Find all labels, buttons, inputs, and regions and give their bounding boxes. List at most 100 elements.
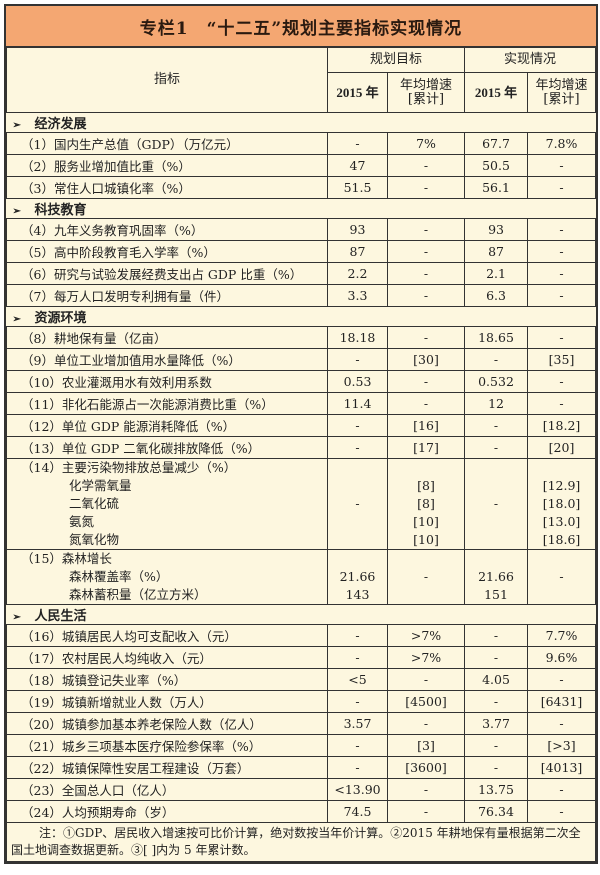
indicator-label: （24）人均预期寿命（岁）	[6, 800, 328, 823]
header-actual-year: 2015 年	[464, 72, 529, 113]
section-header: ➢ 人民生活	[6, 604, 596, 625]
plan-2015-value: 74.5	[327, 800, 388, 823]
value-line: 151	[484, 587, 508, 602]
section-row: ➢ 人民生活	[6, 604, 596, 625]
actual-growth-value: 9.6%	[527, 646, 596, 669]
actual-growth-value: -	[527, 176, 596, 199]
plan-growth-value: [8] [8] [10] [10]	[386, 458, 466, 550]
actual-growth-value: -	[527, 392, 596, 415]
plan-growth-value: -	[386, 326, 466, 349]
plan-2015-value: 18.18	[327, 326, 388, 349]
actual-2015-value: 50.5	[464, 154, 529, 177]
value-line	[528, 459, 595, 477]
plan-growth-value: -	[386, 778, 466, 801]
plan-2015-value: 93	[327, 218, 388, 241]
actual-2015-value: -	[464, 646, 529, 669]
plan-growth-value: >7%	[386, 624, 466, 647]
value-line: 143	[345, 587, 370, 602]
value-line: [10]	[413, 514, 439, 529]
plan-growth-value: -	[386, 668, 466, 691]
indicator-label: （13）单位 GDP 二氧化碳排放降低（%）	[6, 436, 328, 459]
actual-growth-value: -	[527, 778, 596, 801]
plan-growth-value: -	[386, 218, 466, 241]
value-line	[465, 550, 527, 568]
indicator-label: （19）城镇新增就业人数（万人）	[6, 690, 328, 713]
actual-growth-value: -	[527, 712, 596, 735]
value-line: [8]	[417, 496, 435, 511]
indicator-label: （14）主要污染物排放总量减少（%） 化学需氧量 二氧化硫 氨氮 氮氧化物	[6, 458, 328, 550]
actual-2015-value: 76.34	[464, 800, 529, 823]
plan-2015-value: 51.5	[327, 176, 388, 199]
actual-growth-value: -	[527, 284, 596, 307]
plan-2015-value: -	[327, 414, 388, 437]
arrow-bullet-icon: ➢	[12, 612, 21, 623]
actual-2015-value: 93	[464, 218, 529, 241]
actual-2015-value: 21.66 151	[464, 549, 529, 605]
plan-growth-value: 7%	[386, 132, 466, 155]
table-row: （9）单位工业增加值用水量降低（%） - [30] - [35]	[6, 348, 596, 371]
actual-2015-value: 13.75	[464, 778, 529, 801]
indicator-label: （2）服务业增加值比重（%）	[6, 154, 328, 177]
actual-2015-value: -	[464, 756, 529, 779]
indicator-label: （3）常住人口城镇化率（%）	[6, 176, 328, 199]
table-row: （4）九年义务教育巩固率（%） 93-93-	[6, 218, 596, 241]
table-row: （1）国内生产总值（GDP）（万亿元） -7% 67.7 7.8%	[6, 132, 596, 155]
indicator-name: （14）主要污染物排放总量减少（%）	[21, 460, 237, 475]
plan-growth-value: -	[386, 262, 466, 285]
plan-growth-value: >7%	[386, 646, 466, 669]
indicator-label: （1）国内生产总值（GDP）（万亿元）	[6, 132, 328, 155]
plan-growth-value: -	[386, 712, 466, 735]
indicator-name: （15）森林增长	[21, 551, 112, 566]
indicator-label: （16）城镇居民人均可支配收入（元）	[6, 624, 328, 647]
actual-2015-value: 12	[464, 392, 529, 415]
indicator-label: （11）非化石能源占一次能源消费比重（%）	[6, 392, 328, 415]
indicator-table: 指标 规划目标 实现情况 2015 年 年均增速 [累计] 2015 年 年均增速…	[6, 47, 596, 862]
actual-growth-value: -	[527, 218, 596, 241]
value-line: [12.9]	[542, 478, 581, 493]
actual-growth-value: [6431]	[527, 690, 596, 713]
actual-growth-value: [20]	[527, 436, 596, 459]
plan-2015-value: -	[327, 624, 388, 647]
actual-2015-value: 87	[464, 240, 529, 263]
actual-2015-value: -	[464, 436, 529, 459]
table-row: （8）耕地保有量（亿亩） 18.18-18.65-	[6, 326, 596, 349]
table-row: （14）主要污染物排放总量减少（%） 化学需氧量 二氧化硫 氨氮 氮氧化物 - [8] [8]…	[6, 458, 596, 550]
table-row: （24）人均预期寿命（岁） 74.5-76.34-	[6, 800, 596, 823]
plan-2015-value: -	[327, 132, 388, 155]
sub-indicator: 森林蓄积量（亿立方米）	[69, 587, 207, 602]
value-line: -	[493, 496, 499, 511]
indicator-label: （8）耕地保有量（亿亩）	[6, 326, 328, 349]
actual-growth-value: [35]	[527, 348, 596, 371]
actual-growth-value: -	[527, 326, 596, 349]
value-line: -	[559, 569, 564, 584]
section-header: ➢ 资源环境	[6, 306, 596, 327]
indicator-label: （23）全国总人口（亿人）	[6, 778, 328, 801]
arrow-bullet-icon: ➢	[12, 314, 21, 325]
plan-2015-value: <13.90	[327, 778, 388, 801]
indicator-label: （4）九年义务教育巩固率（%）	[6, 218, 328, 241]
sub-indicator: 化学需氧量	[69, 478, 132, 493]
plan-2015-value: -	[327, 734, 388, 757]
plan-growth-value: -	[386, 284, 466, 307]
table-row: （3）常住人口城镇化率（%） 51.5-56.1-	[6, 176, 596, 199]
actual-2015-value: -	[464, 458, 529, 550]
table-row: （22）城镇保障性安居工程建设（万套） - [3600] - [4013]	[6, 756, 596, 779]
indicator-label: （17）农村居民人均纯收入（元）	[6, 646, 328, 669]
section-row: ➢ 科技教育	[6, 198, 596, 219]
plan-growth-value: [3600]	[386, 756, 466, 779]
actual-2015-value: -	[464, 348, 529, 371]
table-row: （5）高中阶段教育毛入学率（%） 87-87-	[6, 240, 596, 263]
value-line: 21.66	[478, 569, 514, 584]
plan-2015-value: -	[327, 458, 388, 550]
actual-2015-value: 4.05	[464, 668, 529, 691]
table-row: （7）每万人口发明专利拥有量（件） 3.3-6.3-	[6, 284, 596, 307]
actual-growth-value: -	[527, 262, 596, 285]
plan-2015-value: 3.57	[327, 712, 388, 735]
table-row: （10）农业灌溉用水有效利用系数 0.53-0.532-	[6, 370, 596, 393]
value-line	[328, 550, 387, 568]
value-line	[388, 459, 464, 477]
header-indicator: 指标	[6, 47, 328, 113]
plan-2015-value: 11.4	[327, 392, 388, 415]
actual-growth-value: -	[527, 800, 596, 823]
section-header: ➢ 科技教育	[6, 198, 596, 219]
